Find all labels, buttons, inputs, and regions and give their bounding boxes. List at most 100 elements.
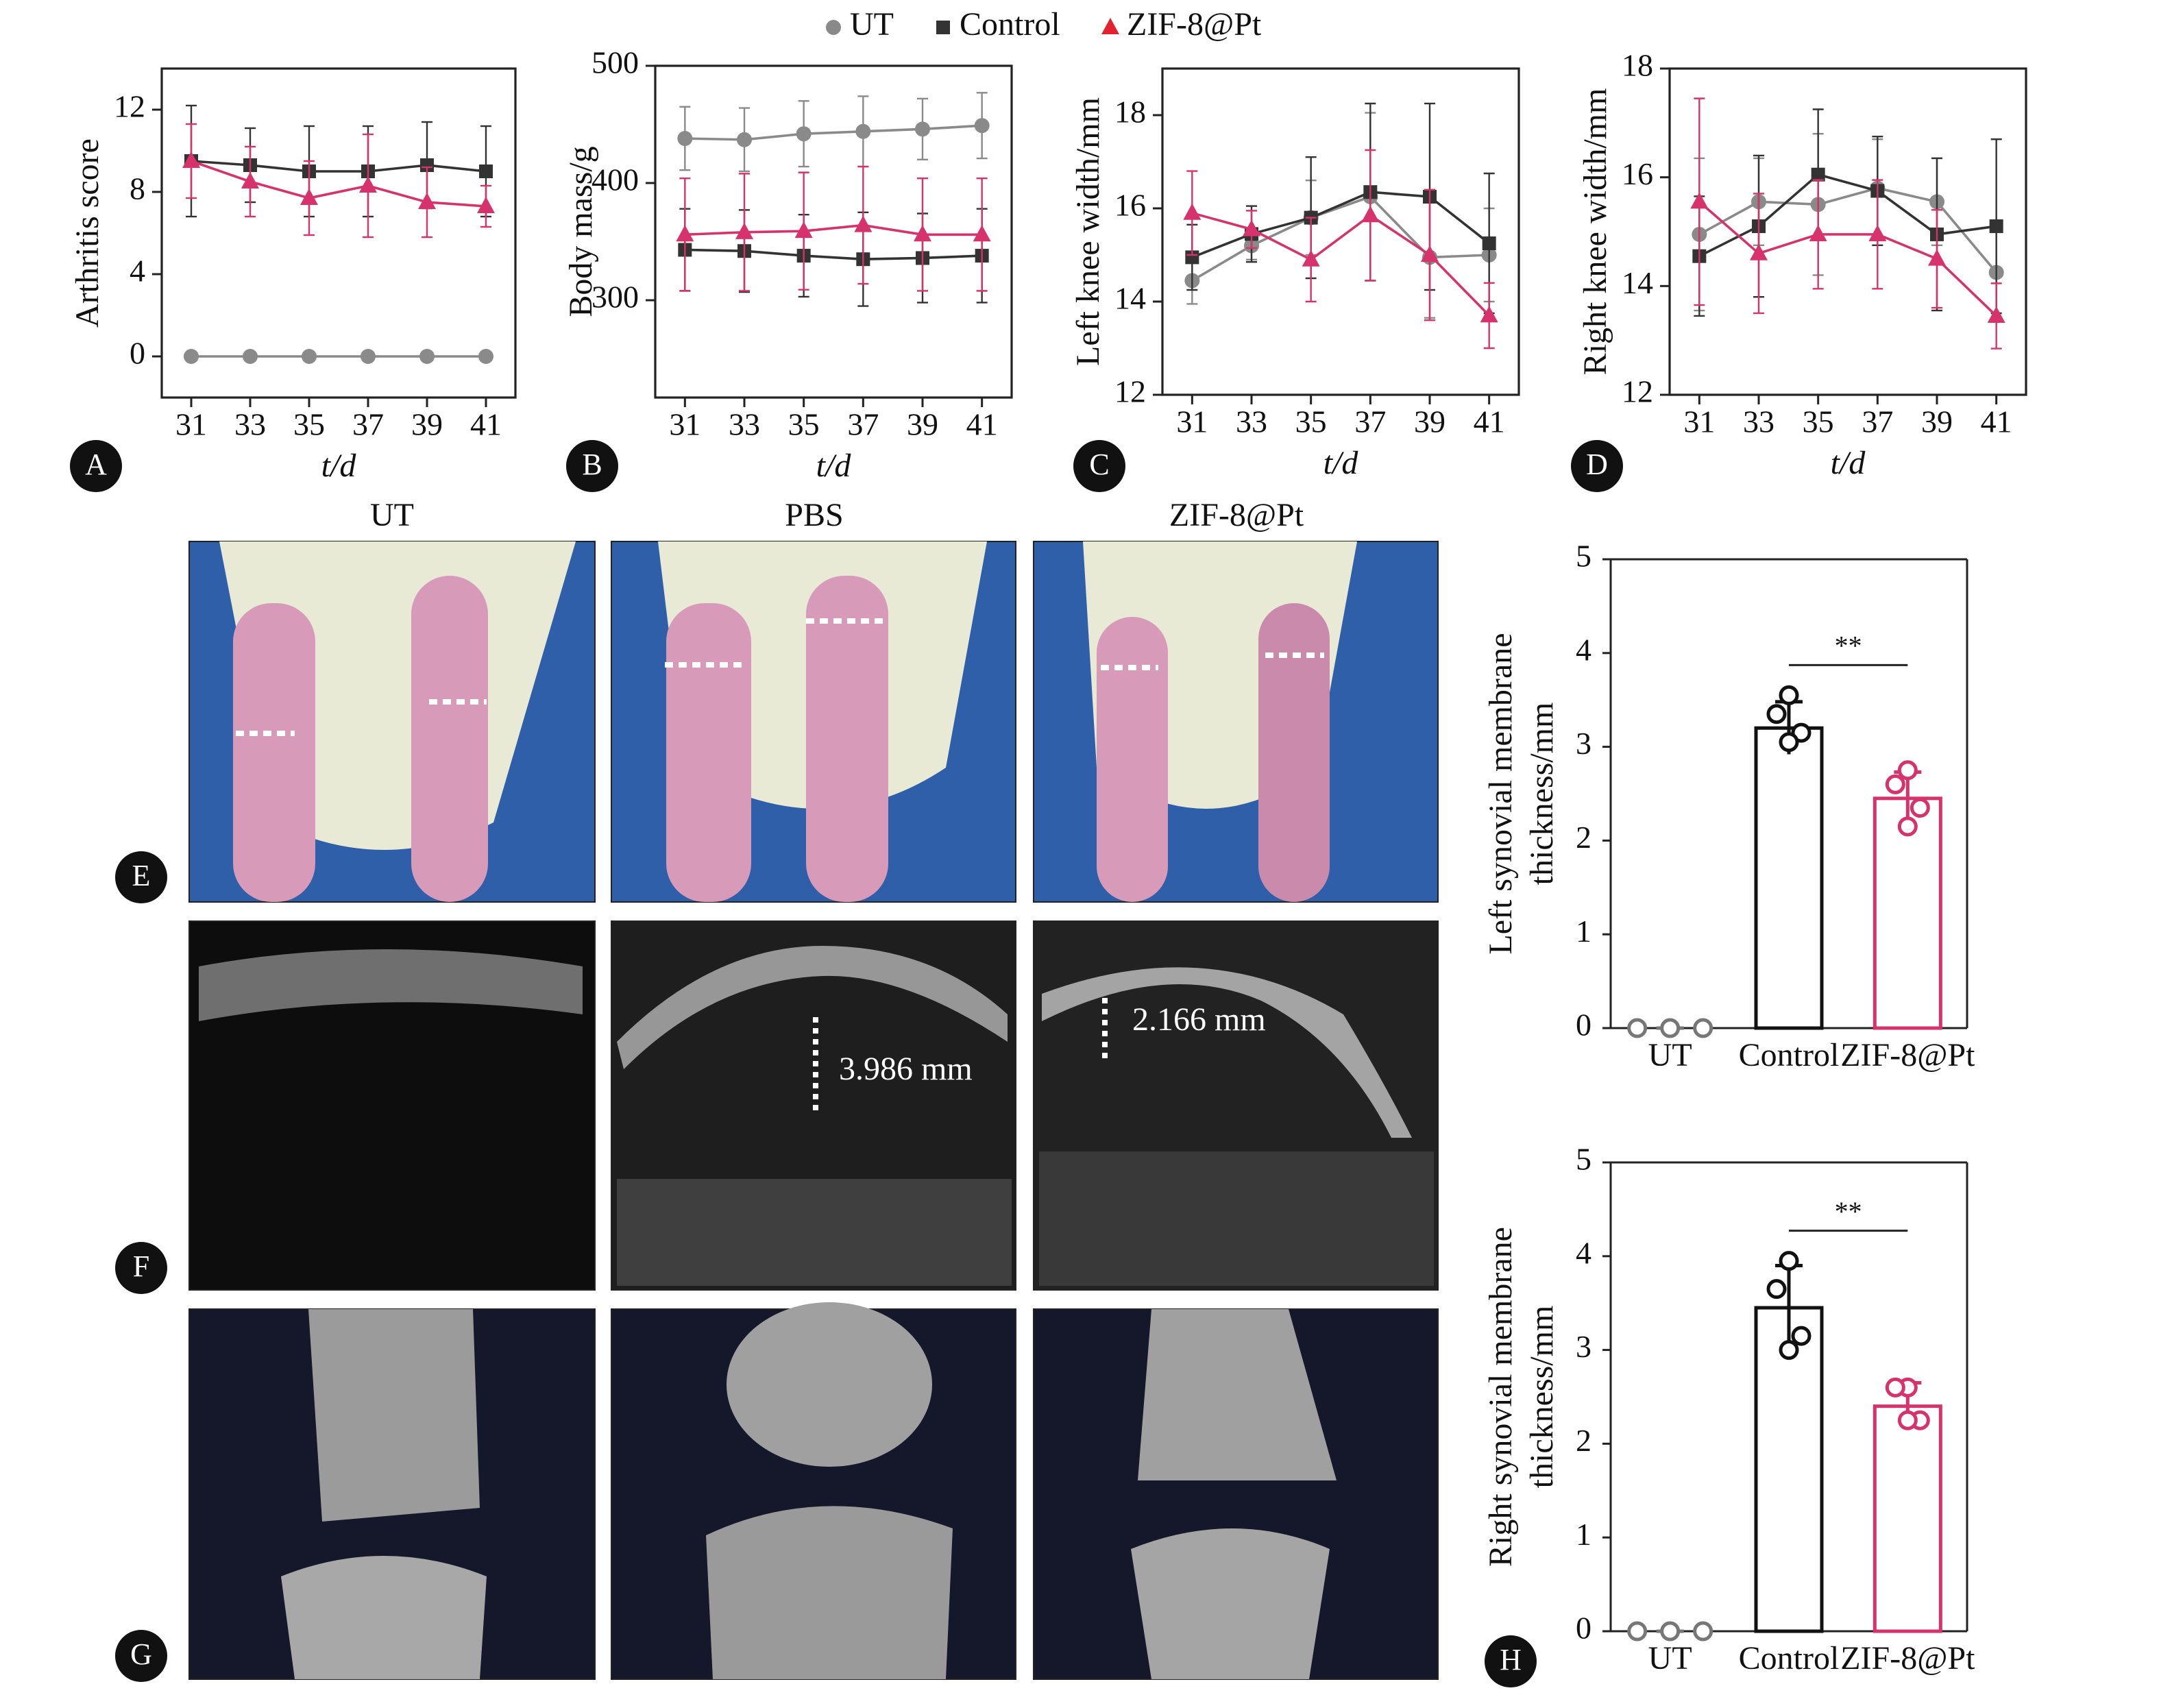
panel-badge [70, 440, 122, 492]
x-axis-label: t/d [1324, 445, 1359, 481]
photo-leg [666, 603, 751, 902]
series-line [1191, 191, 1490, 259]
x-tick-label: 37 [847, 407, 879, 442]
significance: ** [1835, 631, 1862, 661]
marker [418, 193, 436, 209]
y-tick-label: 14 [1114, 281, 1146, 316]
panel-label: C [1089, 448, 1109, 481]
x-tick-label: 31 [669, 407, 700, 442]
legend-label: Control [960, 6, 1060, 42]
legend-label: ZIF-8@Pt [1127, 6, 1262, 42]
series-line [1191, 195, 1489, 282]
marker [737, 132, 752, 147]
x-tick-label: 33 [234, 407, 266, 442]
x-tick-label: 33 [1743, 404, 1774, 439]
y-tick-label: 12 [1622, 374, 1653, 409]
marker [914, 225, 931, 242]
series-line [685, 223, 982, 236]
x-tick-label: 37 [1354, 404, 1386, 439]
marker [182, 151, 200, 168]
x-tick-label: 39 [1414, 404, 1446, 439]
y-tick-label: 3 [1576, 726, 1591, 761]
x-tick-label: 37 [1862, 404, 1893, 439]
y-tick-label: 12 [1114, 374, 1146, 409]
data-point [1779, 732, 1799, 753]
series-line [685, 248, 982, 260]
marker [915, 121, 930, 137]
x-tick-label: Control [1739, 1640, 1840, 1676]
y-tick-label: 0 [130, 336, 145, 371]
marker [1987, 306, 2005, 323]
photo-leg [411, 576, 488, 902]
panel-badge [1073, 440, 1125, 492]
data-point [1693, 1018, 1713, 1038]
panel-badge [115, 1242, 167, 1294]
y-axis-label: Arthritis score [69, 138, 106, 328]
panel-badge [115, 1630, 167, 1682]
y-tick-label: 5 [1576, 1142, 1591, 1177]
y-axis-label: Left knee width/mm [1070, 97, 1106, 366]
marker [241, 172, 259, 188]
marker [478, 349, 493, 364]
marker [936, 21, 950, 34]
x-tick-label: 33 [729, 407, 760, 442]
marker [1302, 249, 1320, 267]
marker [973, 225, 991, 242]
marker [1809, 224, 1827, 241]
panel-label: D [1586, 448, 1608, 481]
measurement: 3.986 mm [839, 1051, 973, 1087]
marker [1361, 206, 1380, 223]
x-tick-label: 31 [1176, 404, 1208, 439]
marker [796, 126, 812, 142]
photo-tissue [1039, 1151, 1434, 1286]
x-axis-label: t/d [321, 448, 357, 484]
data-point [1766, 1279, 1787, 1300]
y-tick-label: 14 [1622, 265, 1653, 300]
marker [1183, 203, 1202, 220]
marker [826, 20, 841, 35]
data-point [1627, 1621, 1648, 1642]
photo-leg [806, 576, 888, 902]
y-axis-label: thickness/mm [1524, 1306, 1560, 1489]
marker [1811, 167, 1825, 182]
marker [1482, 236, 1496, 250]
marker [361, 349, 376, 364]
marker [359, 176, 377, 193]
measurement: 2.166 mm [1132, 1001, 1266, 1038]
x-tick-label: 39 [411, 407, 443, 442]
panel-label: G [130, 1637, 152, 1671]
x-tick-label: 35 [1295, 404, 1327, 439]
y-axis-label: Left synovial membrane [1483, 633, 1519, 954]
marker [974, 118, 990, 134]
marker [794, 221, 813, 239]
bar [1873, 1404, 1942, 1633]
marker [676, 225, 694, 242]
y-axis-label: Body mass/g [563, 146, 599, 317]
photo-leg [1097, 617, 1168, 902]
x-tick-label: ZIF-8@Pt [1840, 1037, 1975, 1073]
photo-bone [727, 1302, 932, 1467]
photo-row-e [188, 541, 1439, 903]
y-tick-label: 4 [1576, 1235, 1591, 1270]
data-point [1885, 774, 1905, 794]
plot-frame [1668, 67, 2027, 396]
series-line [191, 160, 487, 208]
marker [1750, 243, 1768, 260]
photo-column-label: UT [370, 497, 414, 533]
x-tick-label: UT [1648, 1037, 1692, 1073]
marker [1989, 219, 2003, 234]
photo-leg [233, 603, 315, 902]
photo-bone [706, 1506, 953, 1679]
y-tick-label: 300 [591, 280, 639, 315]
data-point [1897, 1410, 1918, 1430]
marker [855, 123, 871, 139]
x-axis-label: t/d [816, 448, 852, 484]
data-point [1910, 798, 1930, 818]
significance: ** [1835, 1196, 1862, 1227]
panel-badge [1571, 440, 1623, 492]
photo-bone [1138, 1309, 1337, 1480]
y-tick-label: 400 [591, 162, 639, 197]
data-point [1779, 1340, 1799, 1361]
marker [300, 188, 318, 205]
